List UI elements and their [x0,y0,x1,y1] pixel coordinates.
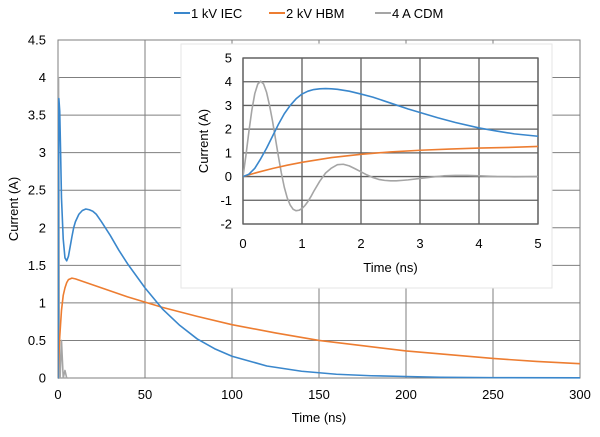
x-axis-label: Time (ns) [292,410,346,425]
x-tick-label: 0 [54,387,61,402]
legend-label: 1 kV IEC [191,6,242,21]
series-line-1-kv-iec [243,87,538,178]
x-tick-label: 150 [308,387,330,402]
y-tick-label: 4 [39,70,46,85]
x-tick-label: 3 [416,236,423,251]
y-tick-label: 2 [225,122,232,137]
y-tick-label: 0 [225,169,232,184]
y-tick-label: 4.5 [28,33,46,48]
x-tick-label: 2 [357,236,364,251]
y-tick-label: 3.5 [28,108,46,123]
legend-item: 1 kV IEC [174,6,242,21]
legend-item: 2 kV HBM [269,6,345,21]
series-line-2-kv-hbm [58,277,580,379]
y-tick-label: 3 [225,98,232,113]
inset-plot: -2 -1 0 1 2 3 4 5 0 1 2 3 4 5 Time (ns) Current (A) [196,51,542,276]
y-tick-label: 1.5 [28,258,46,273]
y-tick-label: 4 [225,74,232,89]
y-axis-label: Current (A) [6,177,21,241]
x-tick-label: 50 [138,387,152,402]
plot-frame [242,57,539,225]
series-line-1-kv-iec [58,97,580,379]
y-tick-label: 0.5 [28,333,46,348]
series-line-2-kv-hbm [243,145,538,178]
y-tick-label: -2 [220,217,232,232]
legend-label: 4 A CDM [392,6,443,21]
y-tick-label: 3 [39,145,46,160]
y-tick-label: 1 [225,145,232,160]
x-tick-label: 300 [569,387,591,402]
y-tick-label: 2.5 [28,183,46,198]
series-group [58,76,580,379]
x-tick-label: 0 [239,236,246,251]
x-tick-label: 4 [475,236,482,251]
x-tick-label: 200 [395,387,417,402]
y-tick-label: -1 [220,193,232,208]
legend-label: 2 kV HBM [286,6,345,21]
x-tick-label: 250 [482,387,504,402]
inset-background [180,43,553,289]
y-tick-label: 5 [225,51,232,66]
y-tick-label: 0 [39,371,46,386]
main-plot: 00.511.522.533.544.50 50 100 150 200 250 300Ti… [6,33,591,426]
x-tick-label: 100 [221,387,243,402]
x-axis-label: Time (ns) [363,260,417,275]
x-tick-label: 5 [534,236,541,251]
legend: 1 kV IEC 2 kV HBM 4 A CDM [174,6,443,21]
legend-item: 4 A CDM [375,6,443,21]
series-group [243,80,538,212]
series-line-4-a-cdm [243,80,538,212]
y-tick-label: 1 [39,295,46,310]
y-tick-label: 2 [39,220,46,235]
x-tick-label: 1 [298,236,305,251]
y-axis-label: Current (A) [196,109,211,173]
